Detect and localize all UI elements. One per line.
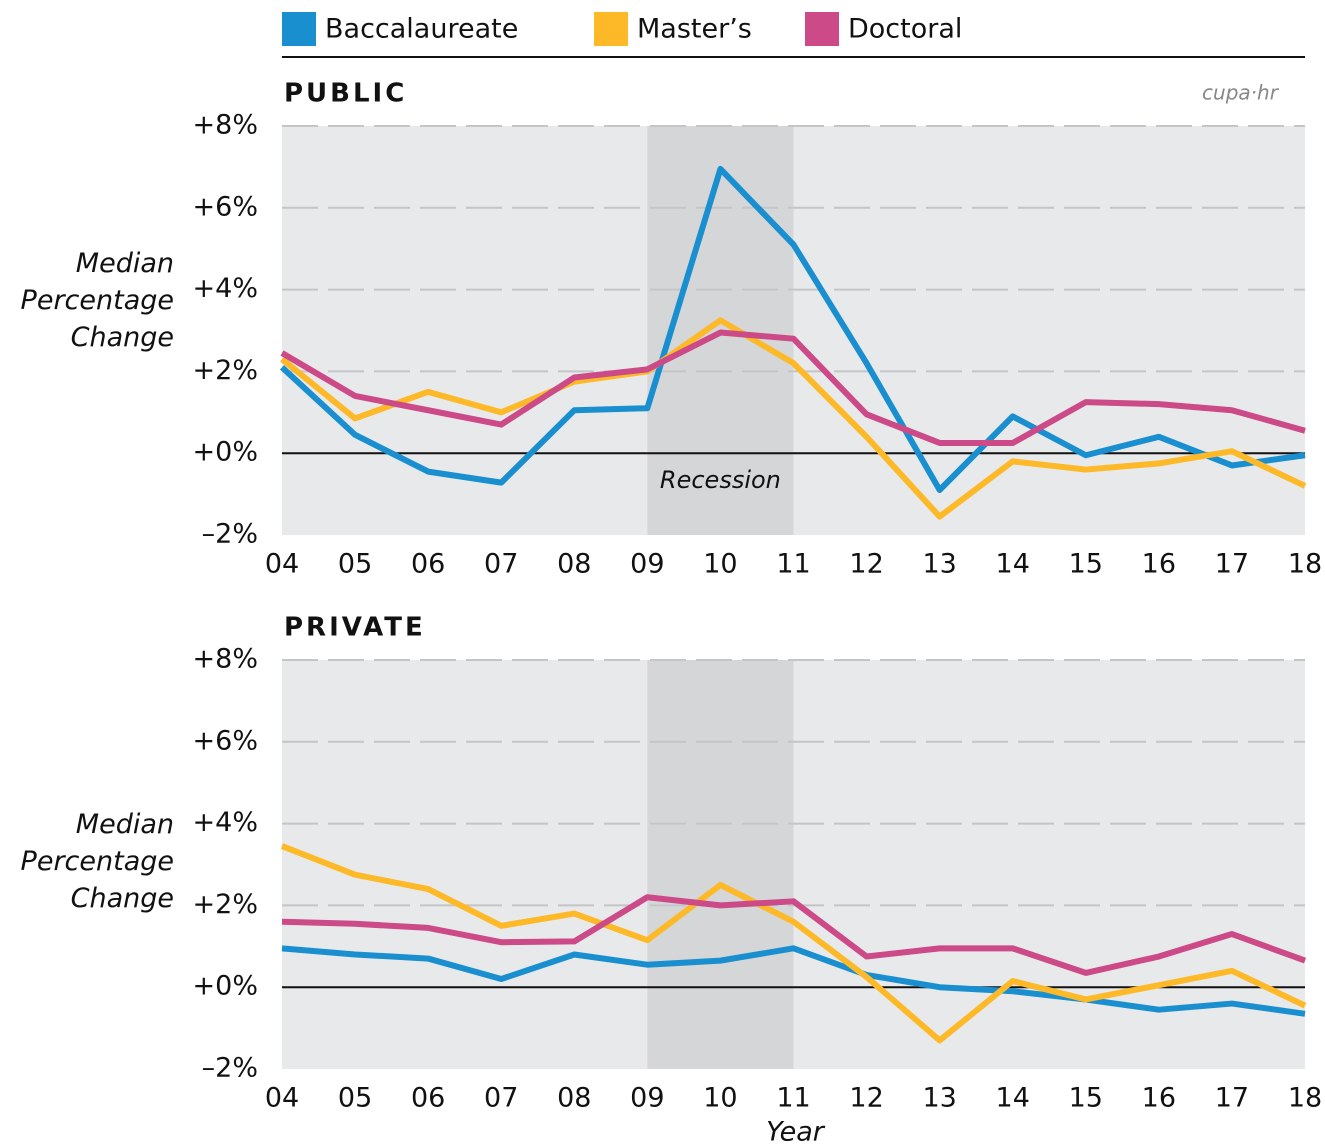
x-tick-label: 08 <box>557 1083 591 1114</box>
legend-label: Doctoral <box>848 14 962 45</box>
x-tick-label: 10 <box>703 1083 737 1114</box>
x-tick-label: 16 <box>1142 549 1176 580</box>
y-tick-label: +6% <box>193 725 258 756</box>
x-tick-label: 11 <box>776 1083 810 1114</box>
legend-swatch <box>282 12 316 46</box>
x-tick-label: 07 <box>484 1083 518 1114</box>
x-tick-label: 05 <box>338 549 372 580</box>
x-tick-label: 15 <box>1069 1083 1103 1114</box>
series-line <box>280 317 1307 520</box>
y-tick-label: +8% <box>193 644 258 675</box>
legend-label: Master’s <box>637 14 752 45</box>
y-tick-label: +4% <box>193 273 258 304</box>
y-tick-label: +2% <box>193 889 258 920</box>
x-tick-label: 18 <box>1288 549 1322 580</box>
x-tick-label: 16 <box>1142 1083 1176 1114</box>
series-line <box>281 945 1306 1017</box>
x-tick-label: 12 <box>849 549 883 580</box>
legend-swatch <box>805 12 839 46</box>
y-tick-label: +4% <box>193 807 258 838</box>
x-tick-label: 15 <box>1069 549 1103 580</box>
series-line <box>280 843 1307 1044</box>
y-tick-label: +0% <box>193 971 258 1002</box>
x-tick-label: 13 <box>922 1083 956 1114</box>
x-axis-label: Year <box>766 1117 826 1148</box>
x-tick-label: 04 <box>265 1083 299 1114</box>
series-line <box>281 894 1307 976</box>
x-tick-label: 18 <box>1288 1083 1322 1114</box>
x-tick-label: 17 <box>1215 549 1249 580</box>
recession-label: Recession <box>660 466 781 494</box>
panel-title: PRIVATE <box>284 613 426 643</box>
y-tick-label: +2% <box>193 355 258 386</box>
legend-label: Baccalaureate <box>325 14 518 45</box>
recession-band <box>647 660 794 1069</box>
x-tick-label: 08 <box>557 549 591 580</box>
y-tick-label: –2% <box>202 1053 258 1084</box>
x-tick-label: 09 <box>630 1083 664 1114</box>
legend-swatch <box>594 12 628 46</box>
y-axis-label: Median Percentage Change <box>20 809 174 914</box>
panel-title: PUBLIC <box>284 79 407 109</box>
x-tick-label: 17 <box>1215 1083 1249 1114</box>
x-tick-label: 14 <box>996 549 1030 580</box>
x-tick-label: 06 <box>411 1083 445 1114</box>
y-tick-label: +8% <box>193 110 258 141</box>
x-tick-label: 09 <box>630 549 664 580</box>
x-tick-label: 04 <box>265 549 299 580</box>
x-tick-label: 10 <box>703 549 737 580</box>
series-line <box>280 329 1306 446</box>
x-tick-label: 14 <box>996 1083 1030 1114</box>
y-tick-label: –2% <box>202 519 258 550</box>
x-tick-label: 06 <box>411 549 445 580</box>
y-tick-label: +6% <box>193 191 258 222</box>
x-tick-label: 12 <box>849 1083 883 1114</box>
y-axis-label: Median Percentage Change <box>20 248 174 353</box>
x-tick-label: 11 <box>776 549 810 580</box>
x-tick-label: 05 <box>338 1083 372 1114</box>
x-tick-label: 07 <box>484 549 518 580</box>
x-tick-label: 13 <box>922 549 956 580</box>
logo: cupa·hr <box>1202 81 1280 105</box>
y-tick-label: +0% <box>193 437 258 468</box>
series-line <box>279 165 1306 494</box>
